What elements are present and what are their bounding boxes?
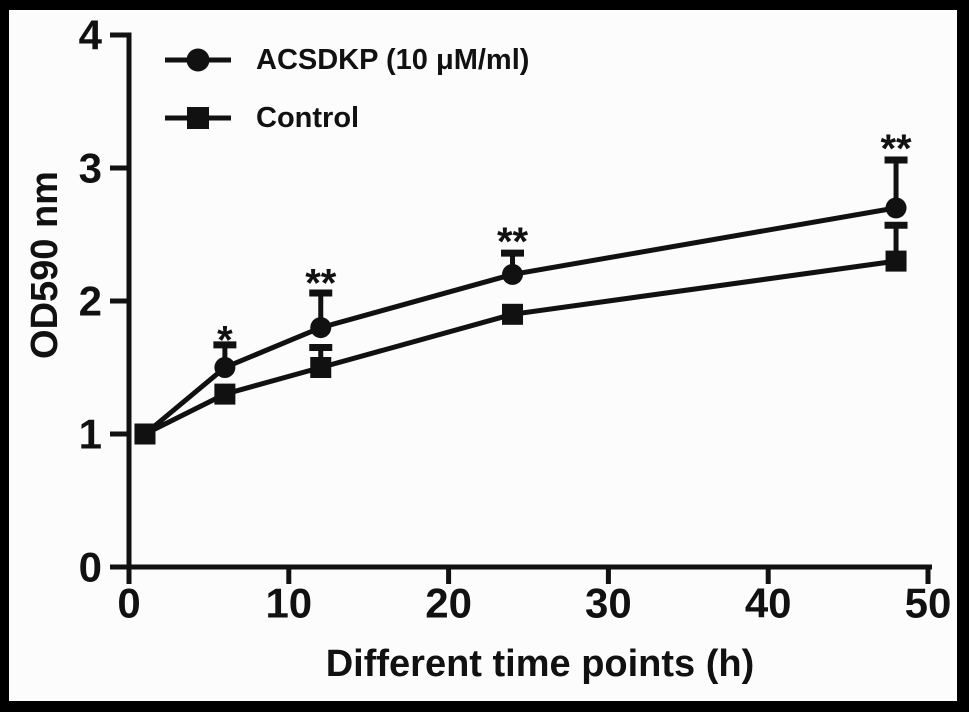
series-control — [134, 221, 908, 445]
legend: ACSDKP (10 μM/ml) Control — [165, 44, 529, 134]
legend-marker-circle-icon — [186, 48, 210, 72]
y-tick-label: 4 — [79, 12, 103, 59]
data-point-circle — [502, 263, 524, 285]
data-point-circle — [214, 357, 236, 378]
significance-annotation: * — [217, 319, 233, 363]
data-point-square — [502, 303, 524, 325]
y-axis-title: OD590 nm — [24, 171, 66, 359]
significance-annotation: ** — [305, 261, 337, 305]
data-point-square — [134, 423, 156, 445]
x-tick-label: 0 — [117, 580, 140, 627]
data-layer — [134, 156, 908, 445]
data-point-square — [310, 357, 332, 378]
x-tick-label: 50 — [905, 580, 952, 627]
axes-spine — [126, 32, 932, 570]
y-tick-label: 1 — [79, 411, 102, 458]
y-tick-label: 2 — [79, 278, 102, 325]
figure-background — [9, 10, 957, 701]
data-point-square — [885, 250, 907, 272]
significance-annotation: ** — [497, 220, 529, 264]
x-tick-label: 20 — [425, 580, 472, 627]
data-point-circle — [885, 197, 907, 219]
significance-annotation: ** — [880, 127, 912, 171]
x-axis-title: Different time points (h) — [326, 643, 755, 685]
x-tick-label: 40 — [745, 580, 792, 627]
legend-label-control: Control — [256, 102, 359, 134]
y-tick-label: 0 — [79, 544, 102, 591]
x-tick-label: 10 — [265, 580, 312, 627]
data-point-circle — [310, 317, 332, 339]
data-point-square — [214, 383, 236, 405]
legend-marker-square-icon — [187, 107, 209, 129]
x-tick-label: 30 — [585, 580, 632, 627]
annotation-layer: ******* — [217, 127, 912, 363]
y-tick-label: 3 — [79, 145, 102, 192]
legend-label-acsdkp: ACSDKP (10 μM/ml) — [256, 44, 529, 76]
